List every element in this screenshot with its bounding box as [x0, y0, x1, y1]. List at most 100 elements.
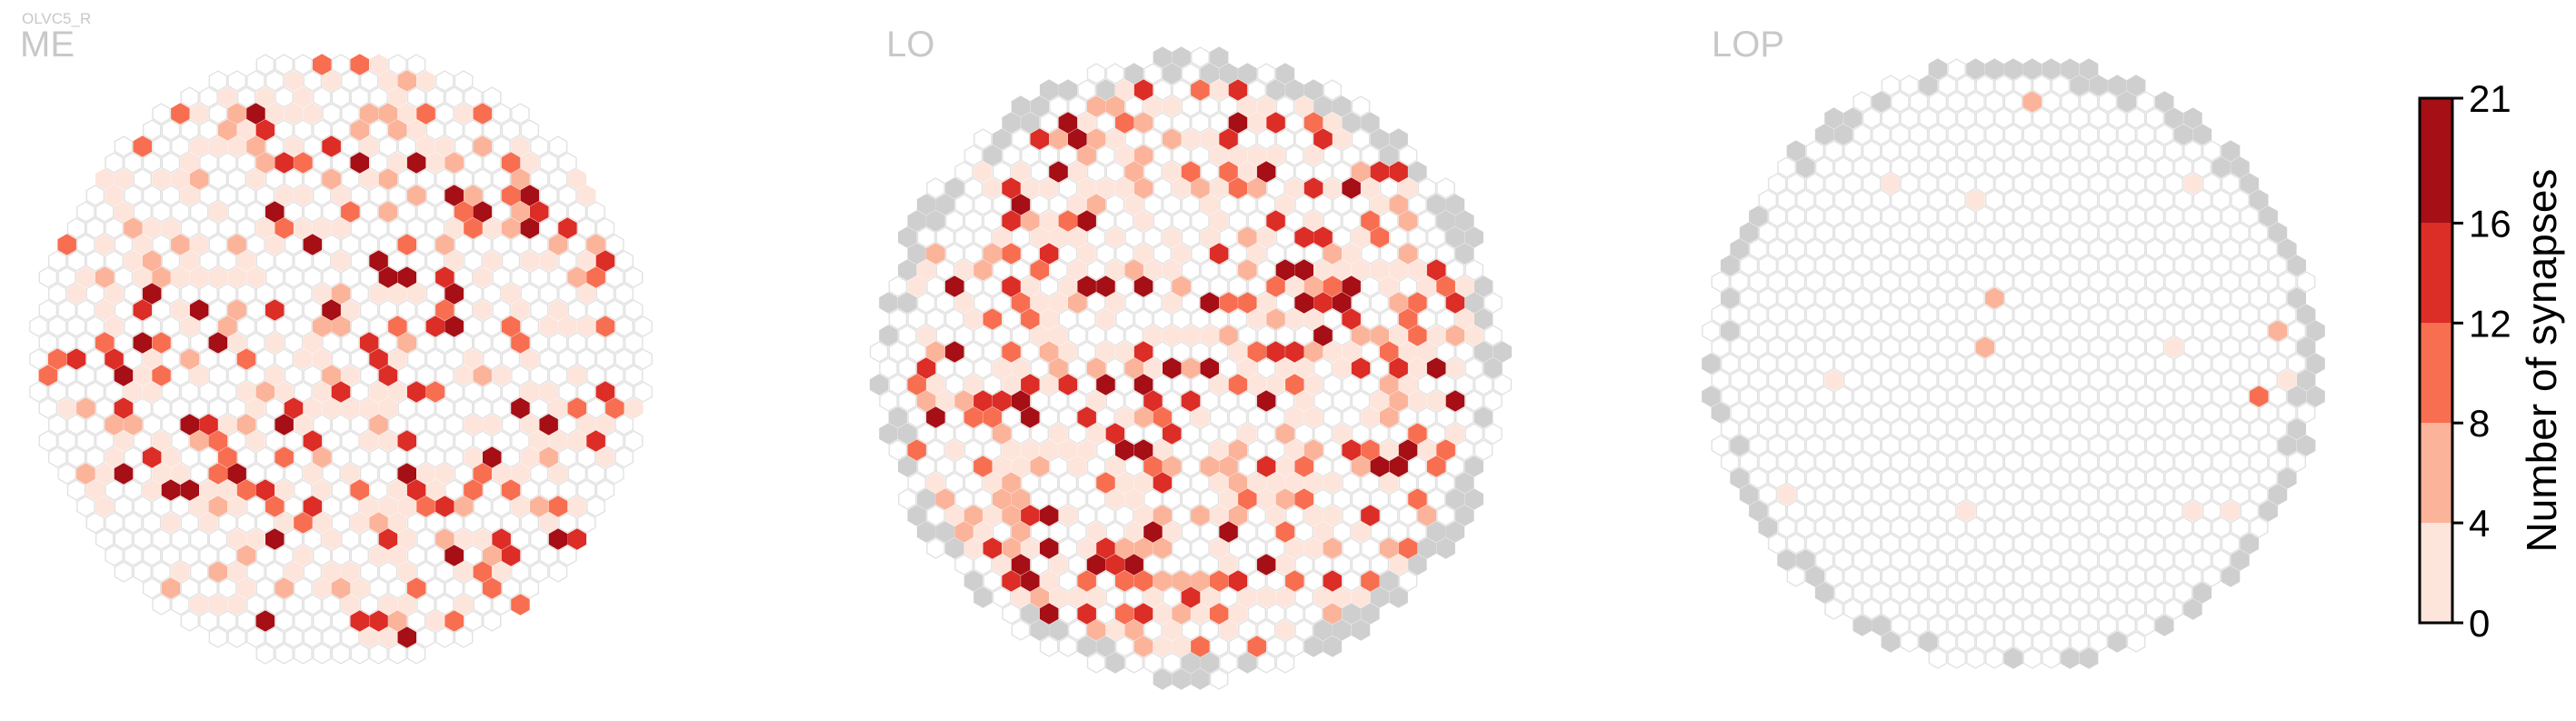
hex-column	[114, 266, 134, 288]
hex-column	[1417, 406, 1437, 428]
hex-column	[199, 185, 218, 206]
hex-column	[397, 103, 416, 125]
hex-column	[464, 577, 483, 599]
hex-column	[520, 283, 540, 305]
hex-column	[199, 381, 218, 403]
hex-column	[1843, 205, 1862, 227]
hex-column	[1937, 75, 1957, 96]
hex-column	[1975, 467, 1995, 489]
hex-column	[1077, 79, 1096, 101]
hex-column	[1937, 467, 1957, 489]
hex-column	[2240, 369, 2260, 391]
hex-column	[2136, 287, 2155, 309]
hex-column	[2259, 467, 2278, 489]
hex-column	[217, 414, 237, 436]
hex-column	[1758, 255, 1778, 276]
hex-column	[133, 397, 153, 419]
hex-column	[1398, 537, 1418, 559]
hex-column	[2003, 582, 2023, 604]
hex-column	[1730, 271, 1749, 293]
hex-column	[1824, 271, 1843, 293]
hex-column	[350, 250, 369, 272]
hex-column	[152, 463, 171, 485]
hex-column	[492, 201, 511, 223]
hex-column	[1777, 222, 1796, 244]
hex-column	[1039, 472, 1059, 494]
hex-column	[1758, 320, 1778, 342]
hex-column	[907, 243, 926, 265]
hex-column	[1711, 402, 1731, 424]
hex-column	[406, 119, 426, 141]
hex-column	[1786, 533, 1806, 555]
hex-column	[1956, 369, 1976, 391]
hex-column	[1881, 631, 1901, 653]
hex-column	[1228, 537, 1248, 559]
hex-column	[2183, 336, 2202, 358]
hex-column	[359, 135, 379, 157]
hex-column	[1096, 177, 1115, 199]
hex-column	[1919, 205, 1938, 227]
hex-column	[416, 332, 435, 354]
hex-column	[66, 315, 86, 337]
hex-column	[322, 332, 341, 354]
hex-column	[2042, 647, 2061, 669]
hex-column	[1058, 636, 1078, 657]
hex-column	[1417, 439, 1437, 461]
hex-column	[1002, 439, 1021, 461]
hex-column	[142, 545, 162, 566]
hex-column	[2296, 271, 2316, 293]
hex-column	[464, 119, 483, 141]
hex-column	[265, 365, 285, 386]
hex-column	[1928, 91, 1948, 113]
hex-column	[1919, 631, 1938, 653]
hex-column	[1966, 386, 1985, 407]
hex-column	[114, 332, 134, 354]
hex-column	[180, 479, 200, 501]
hex-column	[322, 365, 341, 386]
hex-column	[1133, 439, 1153, 461]
hex-column	[2070, 467, 2090, 489]
hex-column	[1455, 374, 1474, 396]
hex-column	[1994, 566, 2013, 587]
hex-column	[1890, 156, 1910, 178]
hex-column	[1162, 586, 1182, 608]
hex-column	[2249, 222, 2269, 244]
hex-column	[105, 446, 124, 468]
hex-column	[1275, 194, 1295, 215]
hex-column	[1002, 472, 1021, 494]
hex-column	[227, 332, 246, 354]
hex-column	[1483, 292, 1503, 314]
hex-column	[1058, 341, 1078, 363]
hex-column	[1323, 570, 1343, 592]
hex-column	[2061, 647, 2080, 669]
hex-column	[2154, 451, 2174, 473]
hex-column	[76, 463, 95, 485]
hex-column	[1351, 325, 1371, 346]
hex-column	[2202, 238, 2222, 260]
hex-column	[1303, 439, 1323, 461]
hex-column	[322, 135, 341, 157]
hex-column	[1862, 205, 1882, 227]
hex-column	[124, 446, 143, 468]
hex-column	[350, 185, 369, 206]
hex-column	[444, 119, 464, 141]
hex-column	[1408, 357, 1427, 379]
hex-column	[406, 217, 426, 239]
hex-column	[227, 528, 246, 550]
hex-column	[359, 201, 379, 223]
hex-column	[1833, 189, 1853, 211]
hex-column	[208, 496, 228, 517]
hex-column	[1408, 226, 1427, 248]
hex-column	[416, 463, 435, 485]
hex-column	[595, 381, 615, 403]
hex-column	[1833, 255, 1853, 276]
hex-column	[435, 103, 454, 125]
hex-column	[1796, 287, 1815, 309]
hex-column	[124, 250, 143, 272]
hex-column	[595, 479, 615, 501]
hex-column	[1133, 79, 1153, 101]
hex-column	[1058, 505, 1078, 526]
hex-column	[1247, 636, 1267, 657]
hex-column	[1900, 566, 1919, 587]
hex-column	[152, 528, 171, 550]
